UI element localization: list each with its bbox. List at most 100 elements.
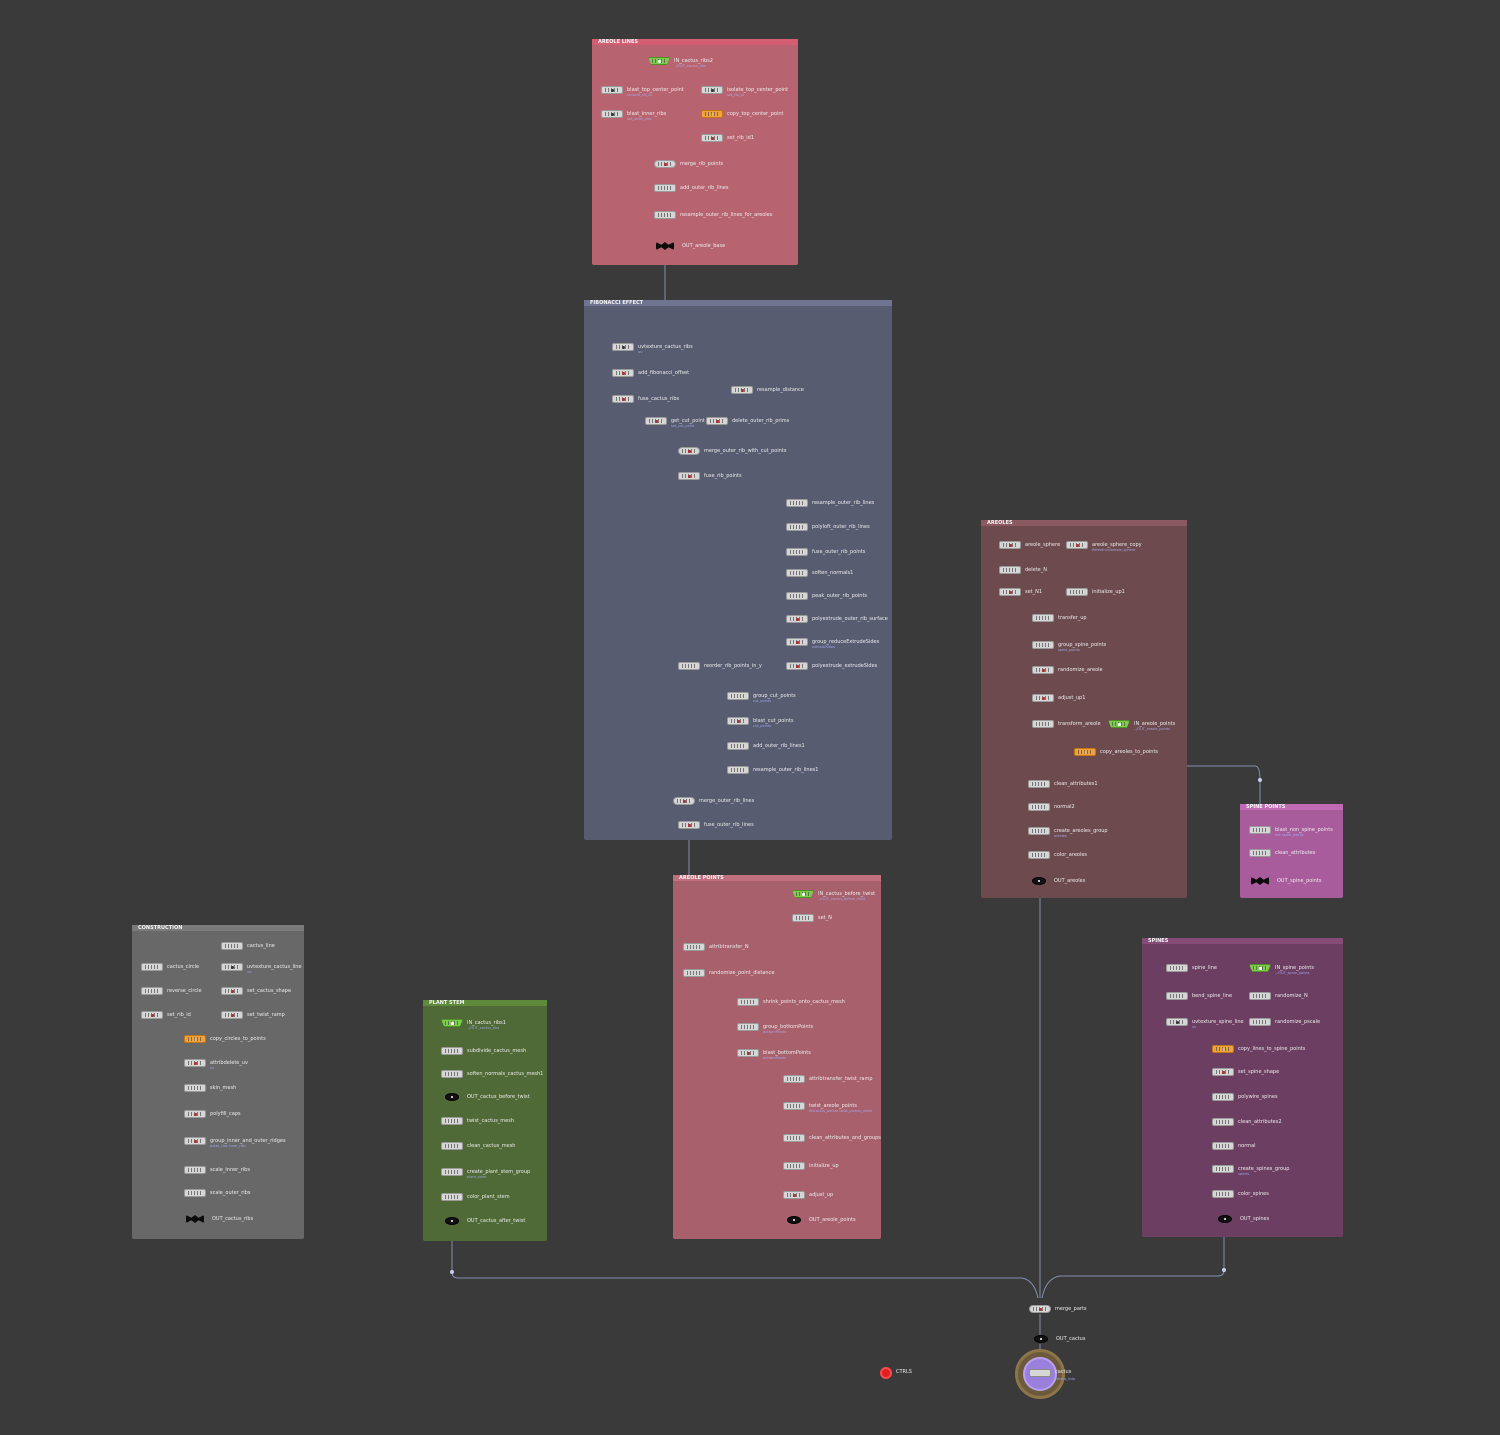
- sop-node-icon[interactable]: [701, 86, 723, 94]
- sop-node-icon[interactable]: [441, 1047, 463, 1055]
- object-merge-icon[interactable]: [1249, 964, 1271, 972]
- sop-node-icon[interactable]: [786, 548, 808, 556]
- sop-node-icon[interactable]: [786, 592, 808, 600]
- sop-node-icon[interactable]: [783, 1162, 805, 1170]
- sop-node-icon[interactable]: [1032, 694, 1054, 702]
- output-null-icon[interactable]: [445, 1093, 459, 1101]
- sop-node-icon[interactable]: [141, 987, 163, 995]
- object-merge-icon[interactable]: [792, 890, 814, 898]
- network-box-areoles[interactable]: AREOLES: [981, 520, 1187, 898]
- sop-node-icon[interactable]: [678, 472, 700, 480]
- sop-node-icon[interactable]: [737, 1049, 759, 1057]
- sop-node-icon[interactable]: [786, 523, 808, 531]
- wire-dot[interactable]: [1222, 1268, 1226, 1272]
- null-node-icon[interactable]: [656, 242, 674, 250]
- sop-node-icon[interactable]: [1166, 992, 1188, 1000]
- sop-node-icon[interactable]: [1028, 803, 1050, 811]
- sop-node-icon[interactable]: [1212, 1093, 1234, 1101]
- sop-node-icon[interactable]: [683, 943, 705, 951]
- sop-node-icon[interactable]: [184, 1189, 206, 1197]
- sop-node-icon[interactable]: [441, 1070, 463, 1078]
- merge-icon[interactable]: [654, 160, 676, 168]
- sop-node-icon[interactable]: [786, 662, 808, 670]
- sop-node-icon[interactable]: [737, 1023, 759, 1031]
- sop-node-icon[interactable]: [184, 1166, 206, 1174]
- sop-node-icon[interactable]: [1066, 541, 1088, 549]
- sop-node-icon[interactable]: [783, 1102, 805, 1110]
- wire-dot[interactable]: [450, 1270, 454, 1274]
- sop-node-icon[interactable]: [441, 1142, 463, 1150]
- sop-node-icon[interactable]: [1032, 720, 1054, 728]
- sop-node-icon[interactable]: [783, 1191, 805, 1199]
- sop-node-icon[interactable]: [783, 1134, 805, 1142]
- output-null-icon[interactable]: [1032, 877, 1046, 885]
- sop-node-icon[interactable]: [654, 211, 676, 219]
- sop-node-icon[interactable]: [1212, 1118, 1234, 1126]
- sop-node-icon[interactable]: [727, 717, 749, 725]
- merge-icon[interactable]: [1029, 1305, 1051, 1313]
- sop-node-icon[interactable]: [1028, 827, 1050, 835]
- output-null-icon[interactable]: [787, 1216, 801, 1224]
- sop-node-icon[interactable]: [441, 1193, 463, 1201]
- sop-node-icon[interactable]: [184, 1059, 206, 1067]
- sop-node-icon[interactable]: [999, 566, 1021, 574]
- sop-node-icon[interactable]: [701, 134, 723, 142]
- network-box-spines[interactable]: SPINES: [1142, 938, 1343, 1237]
- sop-node-icon[interactable]: [221, 987, 243, 995]
- sop-node-icon[interactable]: [678, 821, 700, 829]
- sop-node-icon[interactable]: [1249, 826, 1271, 834]
- object-merge-icon[interactable]: [1108, 720, 1130, 728]
- sop-node-icon[interactable]: [1212, 1165, 1234, 1173]
- sop-node-icon[interactable]: [786, 615, 808, 623]
- sop-node-icon[interactable]: [786, 638, 808, 646]
- object-merge-icon[interactable]: [648, 57, 670, 65]
- sop-node-icon[interactable]: [612, 369, 634, 377]
- sop-node-icon[interactable]: [786, 569, 808, 577]
- sop-node-icon[interactable]: [441, 1168, 463, 1176]
- sop-node-icon[interactable]: [783, 1075, 805, 1083]
- copy-to-points-icon[interactable]: [1074, 748, 1096, 756]
- sop-node-icon[interactable]: [737, 998, 759, 1006]
- sop-node-icon[interactable]: [727, 692, 749, 700]
- sop-node-icon[interactable]: [1028, 780, 1050, 788]
- object-merge-icon[interactable]: [441, 1019, 463, 1027]
- sop-node-icon[interactable]: [221, 1011, 243, 1019]
- sop-node-icon[interactable]: [1166, 1018, 1188, 1026]
- sop-node-icon[interactable]: [1032, 666, 1054, 674]
- sop-node-icon[interactable]: [706, 417, 728, 425]
- sop-node-icon[interactable]: [1166, 964, 1188, 972]
- sop-node-icon[interactable]: [441, 1117, 463, 1125]
- sop-node-icon[interactable]: [221, 963, 243, 971]
- sop-node-icon[interactable]: [184, 1084, 206, 1092]
- sop-node-icon[interactable]: [999, 588, 1021, 596]
- sop-node-icon[interactable]: [141, 963, 163, 971]
- merge-icon[interactable]: [678, 447, 700, 455]
- sop-node-icon[interactable]: [1066, 588, 1088, 596]
- sop-node-icon[interactable]: [184, 1137, 206, 1145]
- sop-node-icon[interactable]: [1249, 992, 1271, 1000]
- sop-node-icon[interactable]: [1032, 641, 1054, 649]
- sop-node-icon[interactable]: [678, 662, 700, 670]
- sop-node-icon[interactable]: [1212, 1190, 1234, 1198]
- sop-node-icon[interactable]: [221, 942, 243, 950]
- sop-node-icon[interactable]: [1032, 614, 1054, 622]
- copy-to-points-icon[interactable]: [184, 1035, 206, 1043]
- sop-node-icon[interactable]: [654, 184, 676, 192]
- network-box-areole-points[interactable]: AREOLE POINTS: [673, 875, 881, 1239]
- ctrls-node[interactable]: [880, 1367, 892, 1379]
- sop-node-icon[interactable]: [141, 1011, 163, 1019]
- network-box-areole-lines[interactable]: AREOLE LINES: [592, 39, 798, 265]
- sop-node-icon[interactable]: [731, 386, 753, 394]
- output-null-icon[interactable]: [1034, 1335, 1048, 1343]
- merge-icon[interactable]: [673, 797, 695, 805]
- sop-node-icon[interactable]: [792, 914, 814, 922]
- sop-node-icon[interactable]: [1249, 849, 1271, 857]
- sop-node-icon[interactable]: [601, 110, 623, 118]
- sop-node-icon[interactable]: [1249, 1018, 1271, 1026]
- null-node-icon[interactable]: [186, 1215, 204, 1223]
- copy-to-points-icon[interactable]: [701, 110, 723, 118]
- sop-node-icon[interactable]: [645, 417, 667, 425]
- sop-node-icon[interactable]: [999, 541, 1021, 549]
- copy-to-points-icon[interactable]: [1212, 1045, 1234, 1053]
